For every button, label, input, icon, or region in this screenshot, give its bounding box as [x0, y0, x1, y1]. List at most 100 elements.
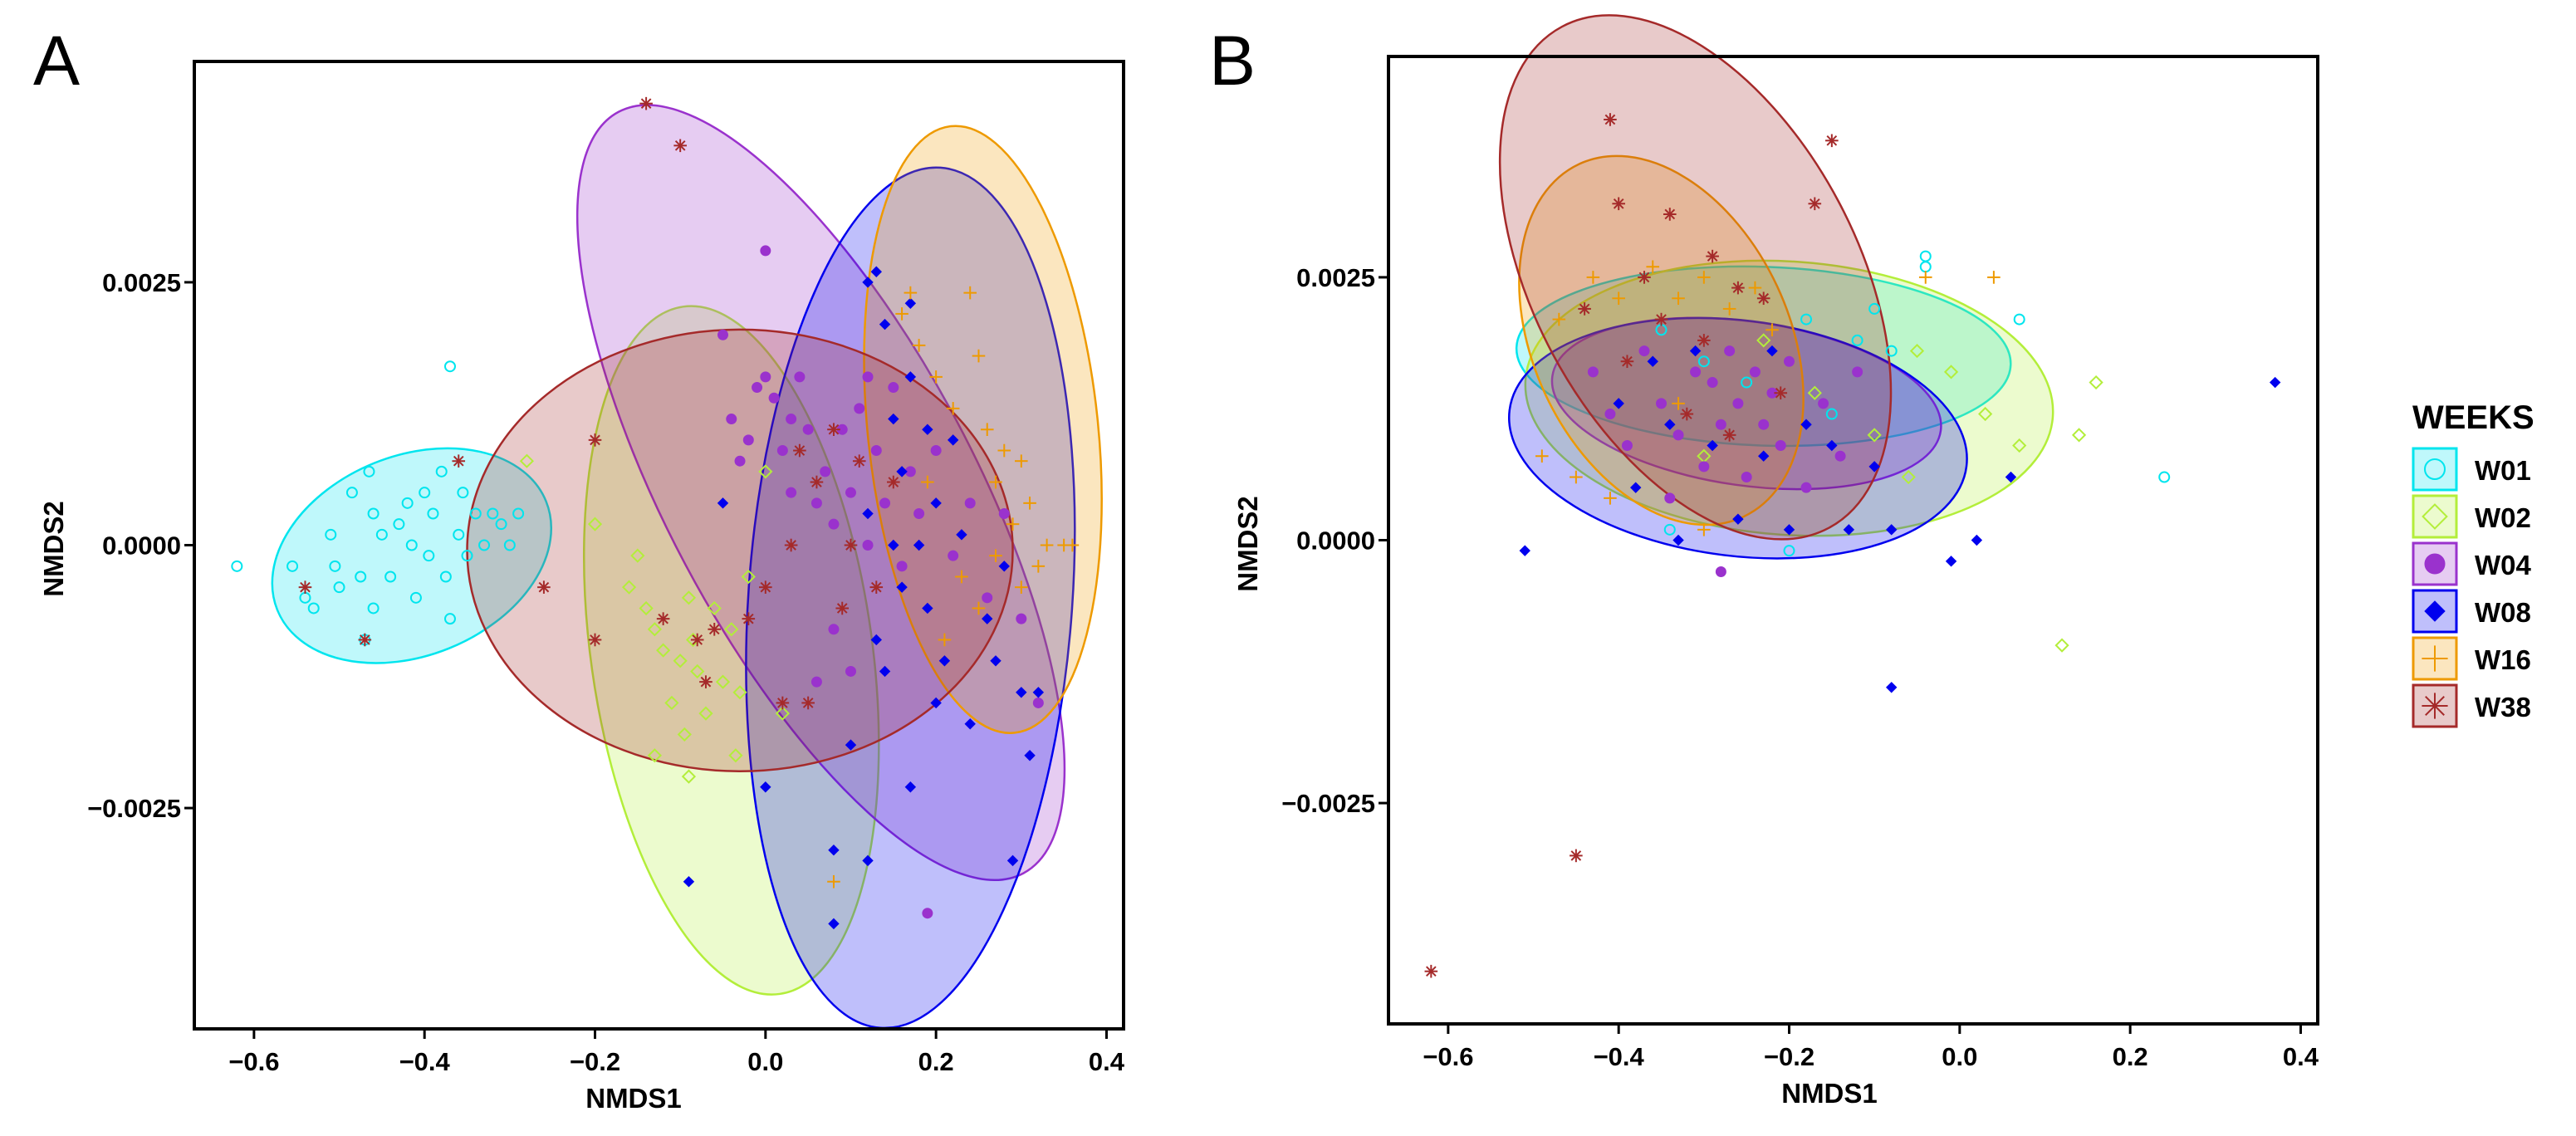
point-w01 — [457, 487, 469, 499]
x-tick-label: 0.0 — [1942, 1042, 1977, 1071]
y-tick-label: −0.0025 — [1281, 789, 1375, 818]
x-tick-label: −0.2 — [570, 1047, 620, 1076]
ellipse-w08 — [1507, 316, 1968, 560]
point-w08 — [1783, 524, 1795, 536]
point-w08 — [1707, 439, 1718, 452]
point-w08 — [922, 424, 933, 435]
point-w02 — [681, 769, 697, 784]
point-w04 — [1784, 355, 1795, 367]
point-w04 — [802, 424, 814, 435]
point-w38 — [1774, 386, 1788, 400]
point-w04 — [734, 455, 746, 467]
legend-marker-icon — [2422, 693, 2448, 719]
point-w04 — [742, 434, 754, 446]
point-w16 — [1697, 271, 1711, 284]
point-w38 — [673, 139, 687, 153]
point-w08 — [1800, 419, 1812, 430]
point-w04 — [1749, 366, 1761, 378]
point-w16 — [1040, 538, 1054, 552]
point-w08 — [904, 781, 917, 793]
point-w08 — [2269, 376, 2281, 389]
point-w08 — [1885, 524, 1898, 536]
point-w01 — [1825, 408, 1838, 420]
point-w38 — [1604, 113, 1617, 126]
point-w01 — [478, 539, 491, 551]
point-w16 — [997, 443, 1011, 458]
point-w01 — [453, 528, 465, 541]
point-w16 — [1552, 312, 1566, 326]
point-w16 — [980, 423, 994, 437]
series-w04 — [1587, 345, 1863, 577]
point-w38 — [835, 601, 850, 615]
point-w38 — [776, 696, 790, 710]
legend-item-w01: W01 — [2412, 447, 2531, 492]
x-tick-label: 0.2 — [2113, 1042, 2148, 1071]
point-w04 — [1656, 398, 1668, 409]
point-w04 — [786, 414, 797, 425]
point-w08 — [930, 697, 942, 709]
point-w04 — [1741, 472, 1752, 483]
point-w08 — [717, 497, 729, 509]
point-w38 — [588, 633, 602, 647]
point-w08 — [1732, 513, 1744, 525]
point-w16 — [1672, 291, 1685, 306]
legend-marker-icon — [2424, 553, 2446, 575]
point-w02 — [698, 706, 713, 721]
point-w08 — [938, 655, 951, 667]
point-w38 — [1578, 302, 1591, 316]
point-w02 — [775, 706, 790, 721]
ellipse-w02 — [582, 305, 880, 996]
point-w04 — [1715, 419, 1726, 430]
point-w01 — [495, 518, 507, 531]
point-w16 — [1023, 497, 1036, 510]
point-w01 — [367, 507, 380, 520]
x-tick-label: 0.4 — [2283, 1042, 2319, 1071]
series-w01 — [231, 360, 525, 646]
point-w04 — [879, 497, 891, 509]
point-w04 — [922, 908, 933, 919]
panel-a-y-axis-title: NMDS2 — [38, 501, 69, 597]
point-w01 — [469, 507, 482, 520]
legend-swatch — [2412, 494, 2458, 539]
legend-label: W01 — [2475, 455, 2531, 486]
point-w01 — [325, 528, 337, 541]
point-w08 — [1945, 556, 1957, 567]
point-w04 — [1672, 429, 1684, 441]
point-w01 — [409, 591, 422, 604]
point-w16 — [963, 286, 977, 300]
point-w38 — [1663, 208, 1677, 221]
point-w04 — [870, 445, 882, 457]
point-w16 — [989, 475, 1002, 489]
point-w04 — [794, 371, 806, 383]
point-w38 — [1756, 291, 1770, 306]
panel-a: A −0.6 −0.4 −0.2 0.0 0.2 0.4 −0.0025 0.0000 0.00… — [33, 22, 1125, 1114]
point-w08 — [1766, 345, 1778, 357]
y-tick-label: 0.0025 — [1296, 263, 1375, 292]
point-w01 — [1783, 545, 1795, 557]
point-w02 — [728, 748, 743, 763]
point-w08 — [1885, 682, 1898, 693]
point-w08 — [1613, 398, 1624, 409]
point-w38 — [1612, 197, 1625, 211]
point-w04 — [888, 382, 899, 394]
point-w08 — [1016, 687, 1027, 698]
point-w02 — [2012, 438, 2027, 453]
point-w04 — [964, 497, 976, 509]
point-w04 — [820, 466, 831, 477]
point-w08 — [683, 876, 695, 888]
point-w08 — [862, 507, 874, 520]
point-w01 — [503, 539, 516, 551]
point-w38 — [1825, 134, 1839, 148]
y-tick-label: −0.0025 — [87, 794, 181, 823]
point-w08 — [896, 466, 908, 477]
point-w38 — [869, 580, 884, 594]
point-w16 — [1672, 397, 1685, 410]
point-w16 — [955, 570, 968, 584]
point-w04 — [1852, 366, 1863, 378]
point-w38 — [1680, 407, 1694, 421]
point-w04 — [930, 445, 942, 457]
point-w02 — [519, 453, 534, 468]
point-w38 — [1654, 312, 1668, 326]
point-w01 — [443, 360, 456, 373]
point-w08 — [904, 371, 917, 383]
